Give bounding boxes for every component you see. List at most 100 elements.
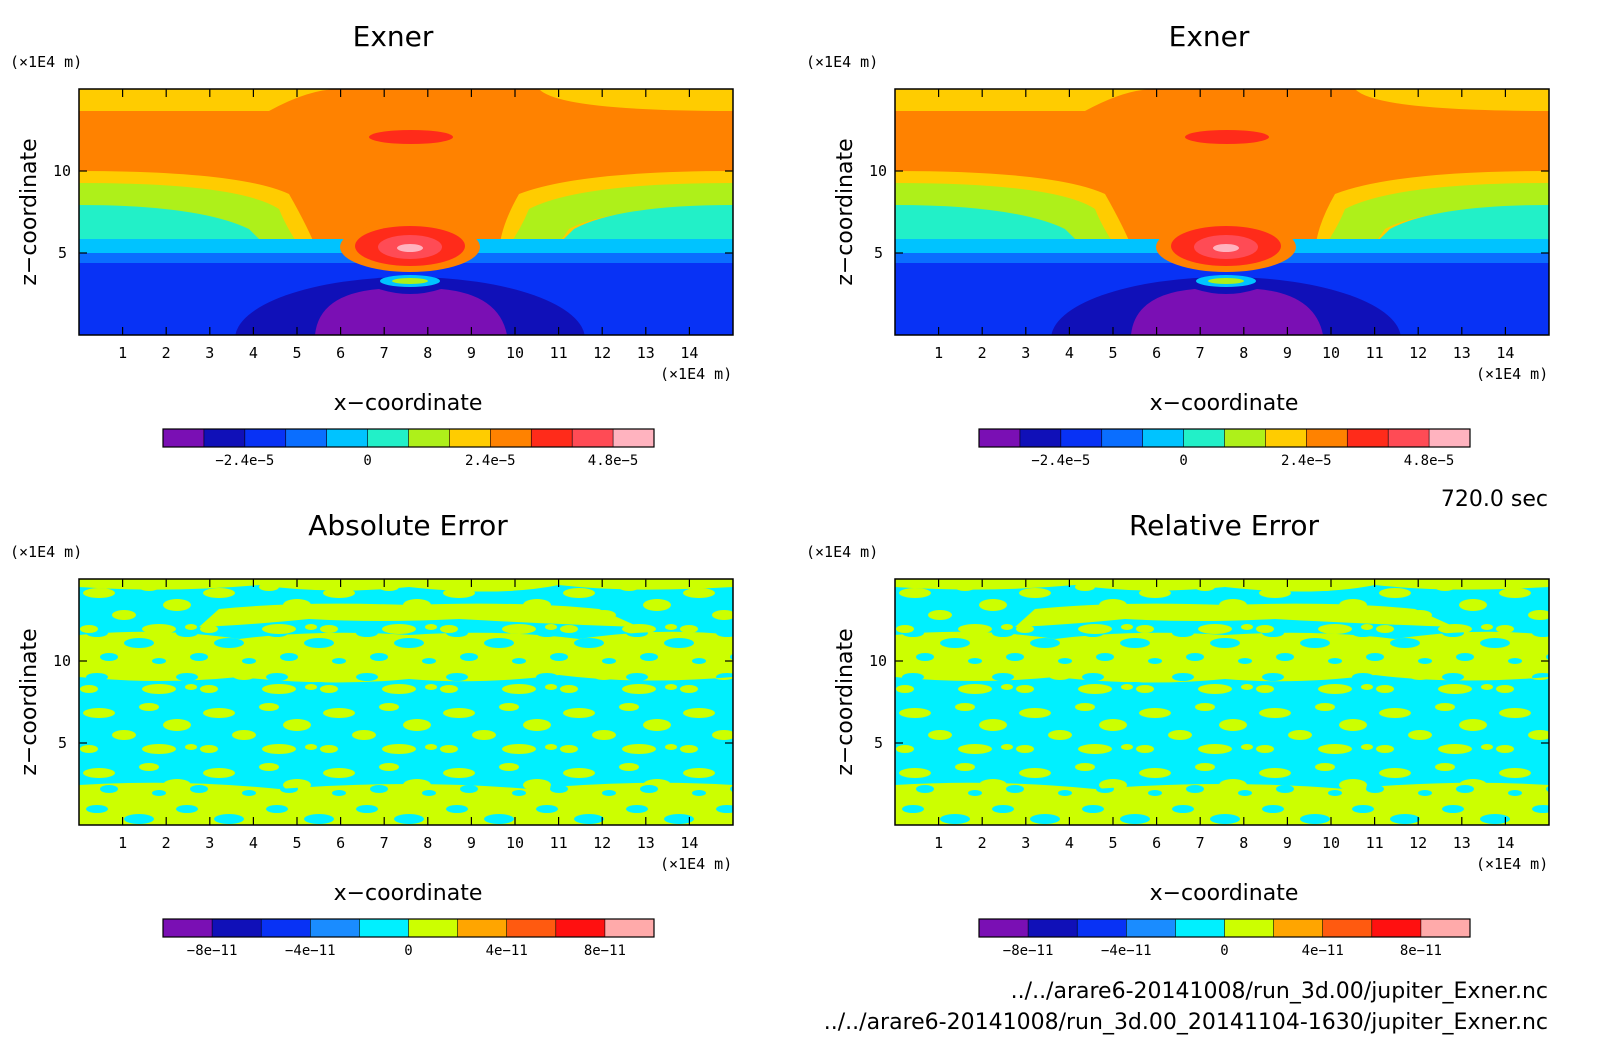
colorbar-swatch xyxy=(1388,429,1430,447)
plot-area xyxy=(894,578,1550,826)
colorbar-swatch xyxy=(449,429,491,447)
x-tick-label: 9 xyxy=(1283,834,1292,852)
colorbar-swatch xyxy=(1224,919,1275,937)
x-tick-label: 3 xyxy=(1021,834,1030,852)
x-tick-label: 13 xyxy=(1453,344,1471,362)
colorbar-swatch xyxy=(285,429,328,447)
x-tick-label: 5 xyxy=(1108,344,1117,362)
error-field xyxy=(79,579,733,825)
colorbar-swatch xyxy=(1322,919,1373,937)
x-tick-label: 10 xyxy=(1322,344,1340,362)
colorbar-tick-label: 0 xyxy=(363,453,371,469)
colorbar-swatch xyxy=(604,919,655,937)
panel-title: Exner xyxy=(353,20,434,53)
x-tick-label: 3 xyxy=(1021,344,1030,362)
colorbar: −8e−11 −4e−11 0 4e−11 8e−11 xyxy=(978,918,1471,959)
y-tick-5: 5 xyxy=(874,734,883,752)
colorbar-swatch xyxy=(261,919,311,937)
y-unit-label: (×1E4 m) xyxy=(806,53,878,71)
x-axis-label: x−coordinate xyxy=(1150,881,1299,906)
x-tick-label: 1 xyxy=(934,344,943,362)
x-tick-label: 5 xyxy=(292,834,301,852)
y-tick-5: 5 xyxy=(874,244,883,262)
exner-contours xyxy=(895,89,1549,335)
x-tick-label: 12 xyxy=(593,344,611,362)
colorbar-tick-label: −8e−11 xyxy=(187,943,238,959)
x-tick-labels: 1 2 3 4 5 6 7 8 9 10 11 12 13 14 xyxy=(118,834,698,852)
plot-area xyxy=(894,88,1550,336)
colorbar-swatch xyxy=(1175,919,1225,937)
colorbar-swatch xyxy=(531,429,573,447)
colorbar-swatch xyxy=(1420,919,1471,937)
colorbar-swatch xyxy=(555,919,606,937)
y-axis-label: z−coordinate xyxy=(17,138,42,285)
x-unit-label: (×1E4 m) xyxy=(660,855,732,873)
colorbar-swatch xyxy=(1101,429,1144,447)
y-tick-5: 5 xyxy=(58,734,67,752)
y-tick-10: 10 xyxy=(869,162,887,180)
x-tick-label: 14 xyxy=(680,834,698,852)
colorbar-tick-label: 0 xyxy=(404,943,412,959)
x-tick-label: 8 xyxy=(1239,834,1248,852)
x-tick-label: 11 xyxy=(550,834,568,852)
x-tick-label: 11 xyxy=(1366,344,1384,362)
x-tick-label: 5 xyxy=(292,344,301,362)
panel-exner-left: Exner (×1E4 m) xyxy=(10,20,734,469)
colorbar-swatch xyxy=(572,429,614,447)
x-tick-labels: 1 2 3 4 5 6 7 8 9 10 11 12 13 14 xyxy=(934,834,1514,852)
x-tick-label: 2 xyxy=(162,344,171,362)
y-axis-label: z−coordinate xyxy=(17,628,42,775)
x-axis-label: x−coordinate xyxy=(334,391,483,416)
x-tick-label: 2 xyxy=(162,834,171,852)
colorbar-frame xyxy=(978,428,1471,448)
error-field xyxy=(895,579,1549,825)
x-tick-label: 11 xyxy=(1366,834,1384,852)
colorbar-swatch xyxy=(203,429,246,447)
x-tick-label: 12 xyxy=(1409,344,1427,362)
colorbar-swatch xyxy=(367,429,409,447)
x-tick-labels: 1 2 3 4 5 6 7 8 9 10 11 12 13 14 xyxy=(934,344,1514,362)
x-tick-label: 4 xyxy=(249,344,258,362)
y-tick-5: 5 xyxy=(58,244,67,262)
colorbar-swatch xyxy=(1273,919,1324,937)
x-tick-label: 10 xyxy=(506,834,524,852)
x-tick-label: 10 xyxy=(506,344,524,362)
x-ticks xyxy=(895,579,1549,825)
x-tick-label: 5 xyxy=(1108,834,1117,852)
colorbar-swatch xyxy=(490,429,532,447)
x-tick-label: 2 xyxy=(978,834,987,852)
x-ticks xyxy=(79,579,733,825)
x-tick-label: 7 xyxy=(1196,834,1205,852)
time-label: 720.0 sec xyxy=(1441,487,1548,512)
x-tick-label: 7 xyxy=(1196,344,1205,362)
y-unit-label: (×1E4 m) xyxy=(10,53,82,71)
colorbar-swatch xyxy=(1142,429,1185,447)
colorbar-swatch xyxy=(1265,429,1307,447)
file-path-1: ../../arare6-20141008/run_3d.00/jupiter_… xyxy=(1011,979,1548,1004)
y-unit-label: (×1E4 m) xyxy=(806,543,878,561)
x-tick-label: 13 xyxy=(637,834,655,852)
x-tick-label: 10 xyxy=(1322,834,1340,852)
x-tick-labels: 1 2 3 4 5 6 7 8 9 10 11 12 13 14 xyxy=(118,344,698,362)
x-tick-label: 8 xyxy=(1239,344,1248,362)
x-tick-label: 13 xyxy=(637,344,655,362)
x-tick-label: 1 xyxy=(118,344,127,362)
colorbar-swatch xyxy=(1028,919,1078,937)
colorbar-swatch xyxy=(1429,429,1471,447)
colorbar-tick-label: 0 xyxy=(1220,943,1228,959)
x-tick-label: 3 xyxy=(205,834,214,852)
colorbar-swatch xyxy=(1077,919,1127,937)
colorbar-tick-label: 8e−11 xyxy=(584,943,626,959)
colorbar-swatch xyxy=(1019,429,1062,447)
plot-frame xyxy=(78,578,734,826)
x-tick-label: 2 xyxy=(978,344,987,362)
x-unit-label: (×1E4 m) xyxy=(1476,365,1548,383)
colorbar-frame xyxy=(978,918,1471,938)
x-axis-label: x−coordinate xyxy=(334,881,483,906)
colorbar-swatch xyxy=(979,919,1029,937)
colorbar-swatch xyxy=(506,919,557,937)
colorbar-swatch xyxy=(979,429,1021,447)
plot-frame xyxy=(894,88,1550,336)
plot-area xyxy=(78,88,734,336)
